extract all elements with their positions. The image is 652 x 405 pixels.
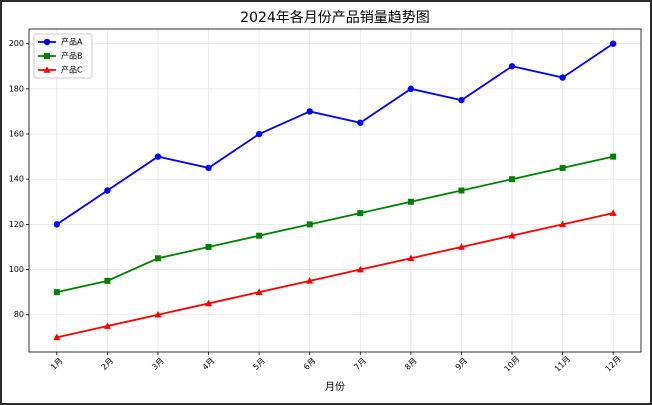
y-tick-label: 200	[9, 39, 24, 48]
marker	[609, 209, 617, 216]
marker	[205, 243, 212, 250]
marker	[509, 176, 516, 183]
y-tick-label: 80	[14, 310, 24, 319]
y-tick-label: 120	[9, 220, 24, 229]
marker	[154, 153, 162, 160]
marker	[256, 232, 263, 239]
legend-label: 产品B	[61, 51, 83, 61]
y-tick-label: 160	[9, 130, 24, 139]
marker	[357, 210, 364, 217]
marker	[154, 310, 162, 318]
marker	[559, 74, 566, 81]
marker	[255, 130, 263, 138]
marker	[458, 187, 465, 194]
legend-box	[33, 33, 93, 79]
marker	[53, 289, 60, 296]
marker	[610, 153, 617, 160]
marker	[103, 322, 111, 329]
marker	[306, 277, 314, 284]
plot-frame	[28, 28, 642, 353]
marker	[205, 299, 213, 307]
legend-label: 产品A	[61, 37, 83, 47]
marker	[407, 85, 415, 93]
marker	[306, 221, 313, 228]
marker	[559, 164, 566, 171]
marker	[44, 53, 50, 59]
marker	[407, 198, 414, 205]
marker	[457, 243, 465, 250]
marker	[205, 164, 212, 172]
series-line	[56, 42, 614, 226]
marker	[43, 66, 51, 73]
marker	[104, 187, 111, 194]
series-line	[56, 155, 614, 294]
y-tick-label: 100	[9, 265, 24, 274]
y-tick-label: 180	[9, 84, 24, 93]
series-line	[56, 212, 614, 339]
marker	[356, 265, 364, 273]
marker	[609, 40, 617, 47]
marker	[104, 277, 111, 284]
marker	[458, 96, 465, 104]
marker	[357, 119, 364, 126]
marker	[53, 333, 61, 341]
y-tick-label: 140	[9, 175, 24, 184]
x-axis-label: 月份	[325, 381, 345, 393]
marker	[407, 254, 415, 262]
marker	[43, 38, 51, 46]
marker	[559, 220, 567, 228]
marker	[508, 231, 516, 239]
marker	[508, 63, 516, 70]
chart-title: 2024年各月份产品销量趋势图	[240, 10, 430, 26]
marker	[53, 221, 61, 228]
legend-label: 产品C	[61, 65, 83, 75]
marker	[306, 108, 313, 115]
marker	[255, 288, 263, 295]
marker	[154, 255, 161, 262]
